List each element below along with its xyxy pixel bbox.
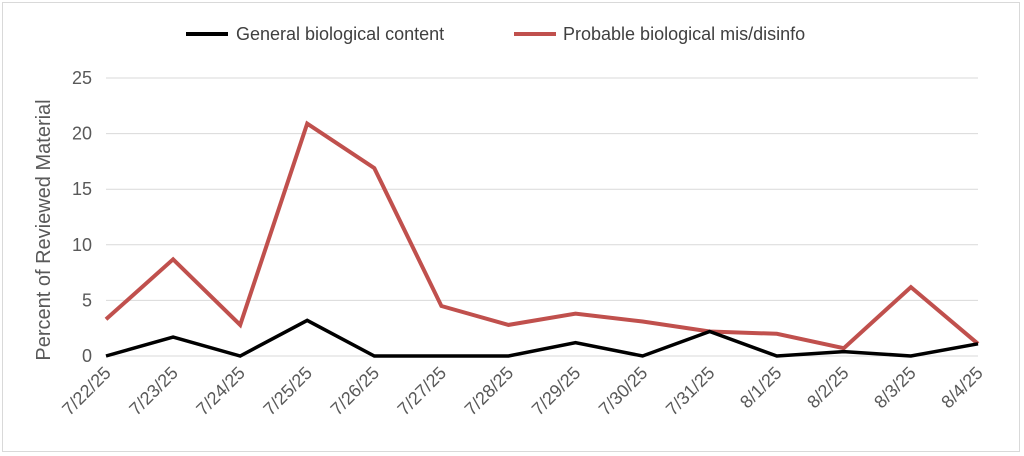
x-tick-label: 7/22/25 bbox=[58, 363, 115, 420]
y-tick-label: 15 bbox=[72, 179, 92, 199]
x-tick-label: 7/30/25 bbox=[595, 363, 652, 420]
y-tick-label: 10 bbox=[72, 235, 92, 255]
x-tick-label: 7/28/25 bbox=[461, 363, 518, 420]
legend: General biological content Probable biolo… bbox=[186, 24, 805, 44]
x-tick-label: 7/29/25 bbox=[528, 363, 585, 420]
series-lines bbox=[104, 120, 980, 358]
x-axis-ticks: 7/22/25 7/23/25 7/24/25 7/25/25 7/26/25 7/27/… bbox=[58, 363, 987, 420]
x-tick-label: 7/27/25 bbox=[394, 363, 451, 420]
series-line-general bbox=[105, 318, 979, 358]
x-tick-label: 8/1/25 bbox=[736, 363, 786, 413]
x-tick-label: 7/31/25 bbox=[662, 363, 719, 420]
series-line-misinfo bbox=[104, 120, 980, 351]
y-tick-label: 25 bbox=[72, 68, 92, 88]
x-tick-label: 7/26/25 bbox=[327, 363, 384, 420]
gridlines bbox=[106, 77, 978, 357]
legend-label: General biological content bbox=[236, 24, 444, 44]
y-tick-label: 20 bbox=[72, 124, 92, 144]
y-tick-label: 0 bbox=[82, 346, 92, 366]
y-axis-ticks: 0 5 10 15 20 25 bbox=[72, 68, 92, 366]
x-tick-label: 8/4/25 bbox=[937, 363, 987, 413]
x-tick-label: 8/2/25 bbox=[803, 363, 853, 413]
y-axis-label: Percent of Reviewed Material bbox=[33, 99, 55, 360]
y-tick-label: 5 bbox=[82, 290, 92, 310]
x-tick-label: 8/3/25 bbox=[870, 363, 920, 413]
legend-label: Probable biological mis/disinfo bbox=[563, 24, 805, 44]
x-tick-label: 7/23/25 bbox=[125, 363, 182, 420]
x-tick-label: 7/25/25 bbox=[259, 363, 316, 420]
x-tick-label: 7/24/25 bbox=[192, 363, 249, 420]
